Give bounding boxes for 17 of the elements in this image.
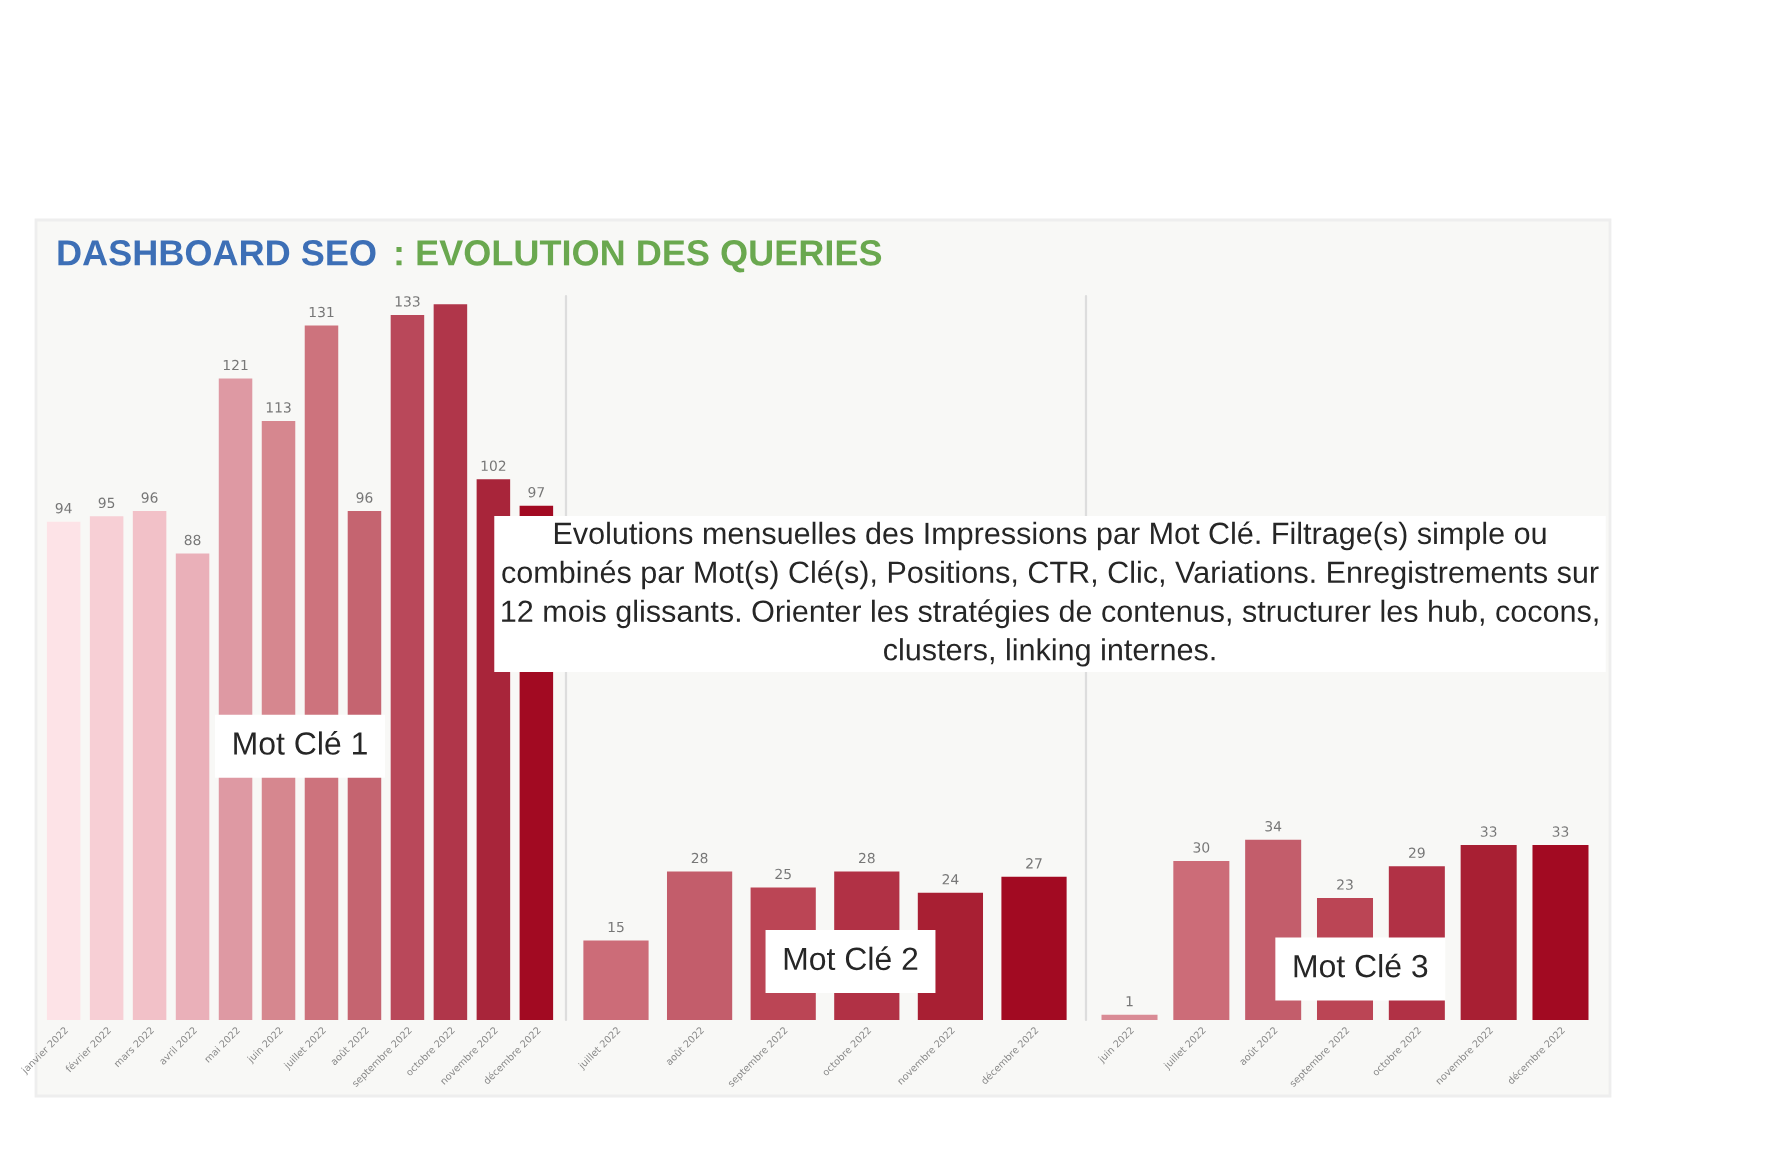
bar: [1173, 860, 1230, 1020]
bar: [1532, 845, 1589, 1020]
annotation: Evolutions mensuelles des Impressions par Mot Clé. Filtrage(s) simple ou combinés par Mot(s) Clé(s), Positions, CTR, Clic, Variations. Enregistrements sur 12 mois glissants. Orienter les stratégies de contenus, structurer les hub, cocons, clusters, linking internes.: [502, 521, 1599, 667]
annotation: Mot Clé 1: [234, 730, 367, 755]
bar: [89, 516, 124, 1020]
bar: [1101, 1014, 1158, 1020]
bar: [1460, 845, 1517, 1020]
annotation: Mot Clé 3: [1294, 953, 1428, 978]
bar: [666, 871, 733, 1020]
bar: [1001, 876, 1067, 1020]
annotation: Mot Clé 2: [784, 946, 918, 971]
bar: [583, 940, 649, 1020]
bar: [433, 304, 468, 1020]
chart-title: DASHBOARD SEO : EVOLUTION DES QUERIES: [58, 240, 882, 273]
bar: [132, 511, 167, 1020]
bar: [390, 314, 425, 1020]
bar: [175, 553, 210, 1020]
